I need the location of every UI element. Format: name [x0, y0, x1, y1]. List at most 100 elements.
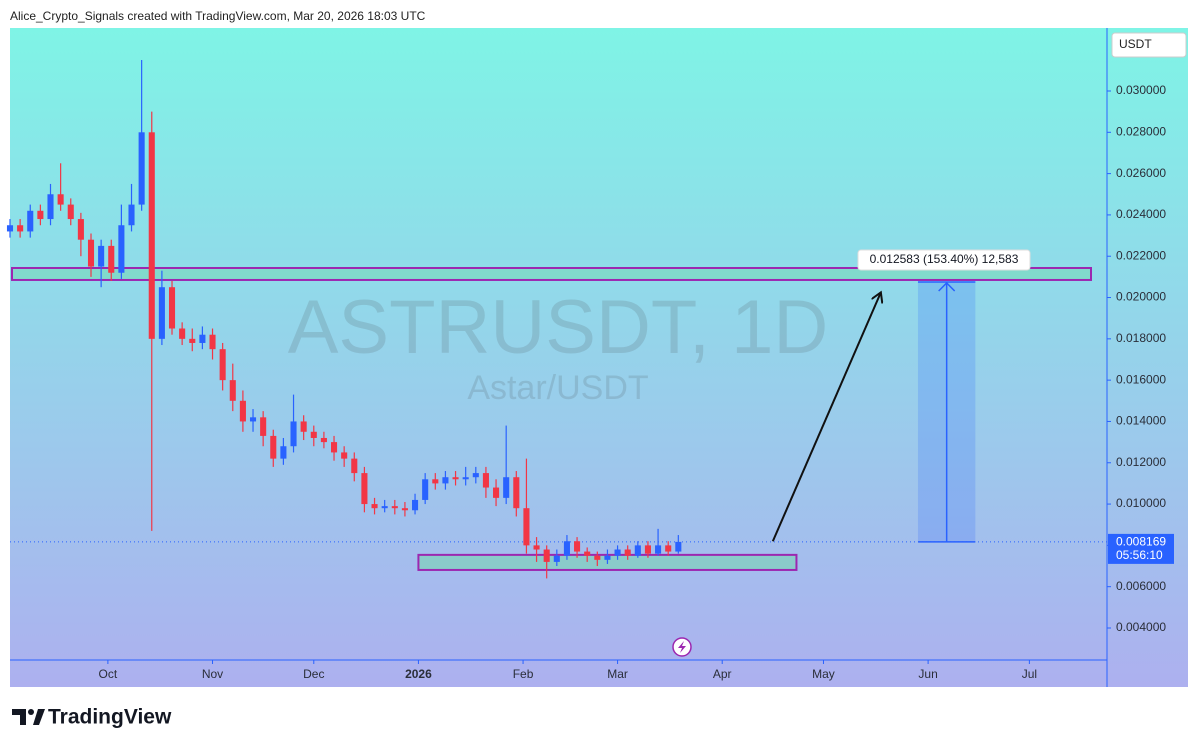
- x-tick-label: Jun: [918, 667, 937, 681]
- candle-body: [452, 477, 459, 480]
- x-tick-label: Nov: [202, 667, 223, 681]
- candle-body: [401, 508, 408, 511]
- candle-body: [675, 541, 682, 552]
- candle-body: [665, 545, 672, 552]
- candle-body: [37, 210, 44, 220]
- currency-box[interactable]: [1111, 32, 1187, 58]
- candle-body: [371, 504, 378, 509]
- last-price-box: [1108, 533, 1174, 564]
- candle-body: [543, 549, 550, 562]
- candle-body: [330, 442, 338, 453]
- y-tick-label: 0.026000: [1116, 166, 1166, 180]
- candle-body: [422, 479, 429, 500]
- candle-body: [624, 549, 631, 556]
- last-price-label: 0.008169: [1116, 535, 1166, 549]
- candle-body: [148, 132, 155, 339]
- x-tick-label: May: [812, 667, 835, 681]
- y-tick-label: 0.024000: [1116, 207, 1166, 221]
- candle-body: [553, 555, 560, 562]
- header: Alice_Crypto_Signals created with Tradin…: [10, 9, 426, 23]
- candle-body: [574, 541, 581, 552]
- candle-body: [503, 477, 510, 498]
- candle-body: [462, 477, 469, 480]
- candle-body: [634, 545, 641, 556]
- y-tick-label: 0.004000: [1116, 620, 1166, 634]
- candle-body: [412, 499, 419, 511]
- candle-body: [229, 380, 236, 401]
- candle-body: [57, 194, 64, 205]
- y-tick-label: 0.014000: [1116, 414, 1166, 428]
- candle-body: [533, 545, 540, 550]
- watermark: ASTRUSDT, 1D: [288, 285, 829, 370]
- candle-body: [655, 545, 662, 554]
- candle-body: [158, 287, 165, 339]
- candle-body: [179, 328, 186, 339]
- candle-body: [27, 210, 34, 232]
- currency[interactable]: USDT: [1119, 37, 1152, 51]
- candle-body: [351, 458, 358, 474]
- x-tick-label: Jul: [1022, 667, 1037, 681]
- candle-body: [391, 506, 398, 509]
- candle-body: [280, 446, 287, 459]
- watermark-subtitle: Astar/USDT: [467, 369, 648, 407]
- x-tick-label: Feb: [513, 667, 534, 681]
- candle-body: [270, 435, 277, 459]
- candle-body: [239, 400, 246, 422]
- projection-arrow: [771, 292, 881, 542]
- y-tick-label: 0.012000: [1116, 455, 1166, 469]
- y-tick-label: 0.010000: [1116, 496, 1166, 510]
- y-tick-label: 0.028000: [1116, 124, 1166, 138]
- x-tick-label: Mar: [607, 667, 628, 681]
- candle-body: [604, 555, 611, 560]
- candle-body: [310, 431, 317, 438]
- y-tick-label: 0.006000: [1116, 579, 1166, 593]
- x-tick-label: 2026: [405, 667, 432, 681]
- candle-body: [442, 477, 449, 484]
- candle-body: [77, 219, 84, 240]
- resistance-zone: [11, 266, 1092, 281]
- candle-body: [290, 421, 297, 447]
- candle-body: [513, 477, 520, 509]
- x-tick-label: Dec: [303, 667, 324, 681]
- candle-body: [493, 487, 500, 498]
- y-tick-label: 0.030000: [1116, 83, 1166, 97]
- candle-body: [341, 452, 348, 459]
- y-tick-label: 0.018000: [1116, 331, 1166, 345]
- candle-body: [432, 479, 439, 484]
- candle-body: [563, 541, 570, 556]
- candle-body: [47, 194, 54, 220]
- candle-body: [17, 225, 24, 232]
- candle-body: [87, 239, 95, 267]
- candle-body: [67, 204, 74, 220]
- candle-body: [260, 417, 267, 436]
- candle-body: [472, 473, 479, 478]
- candle-body: [118, 225, 125, 273]
- candle-body: [249, 417, 257, 422]
- candle-body: [128, 204, 135, 226]
- candle-body: [138, 132, 145, 205]
- candle-body: [6, 225, 14, 232]
- candle-body: [523, 508, 530, 546]
- footer-logo-text: TradingView: [48, 706, 172, 729]
- candle-body: [189, 338, 196, 343]
- candle-body: [209, 334, 216, 350]
- countdown: 05:56:10: [1116, 548, 1163, 562]
- price-range-arrowhead: [938, 281, 956, 292]
- candle-body: [482, 473, 489, 488]
- y-tick-label: 0.022000: [1116, 248, 1166, 262]
- candle-body: [614, 549, 621, 556]
- candle-body: [98, 245, 105, 267]
- candle-body: [361, 473, 368, 505]
- y-tick-label: 0.016000: [1116, 372, 1166, 386]
- candle-body: [381, 506, 388, 509]
- logo: [12, 709, 45, 725]
- candle-body: [300, 421, 307, 432]
- candle-body: [594, 555, 601, 560]
- candle-body: [108, 245, 115, 273]
- y-tick-label: 0.020000: [1116, 290, 1166, 304]
- x-tick-label: Oct: [99, 667, 118, 681]
- candle-body: [168, 287, 176, 329]
- price-range-label: 0.012583 (153.40%) 12,583: [870, 252, 1019, 266]
